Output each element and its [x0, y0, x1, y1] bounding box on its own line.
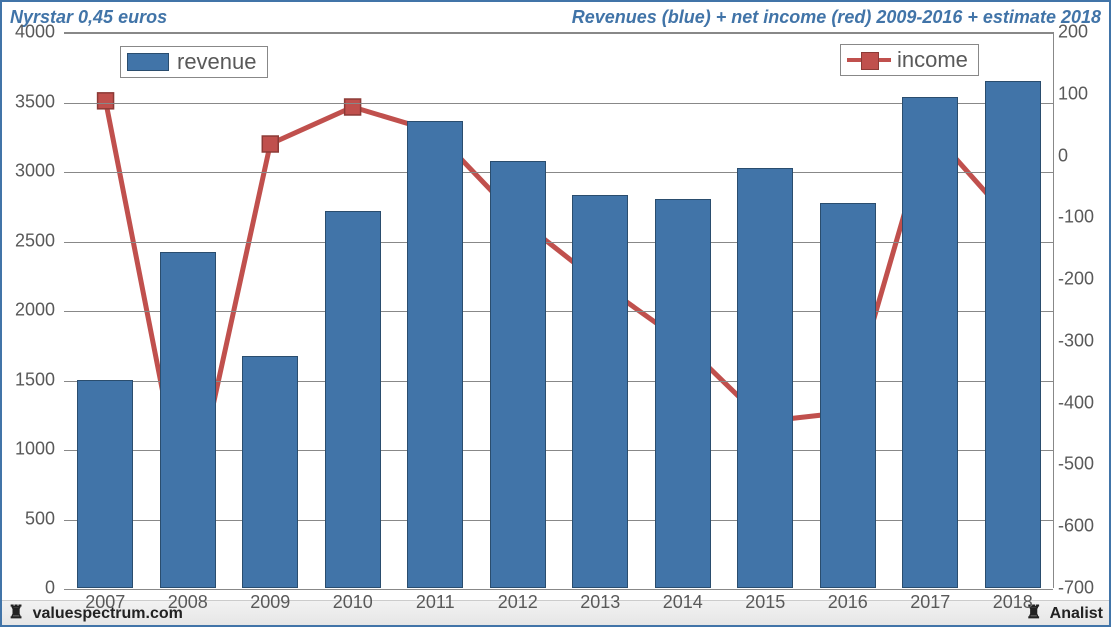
ytick-left: 2500 [5, 230, 55, 251]
ytick-right: -100 [1058, 207, 1108, 228]
ytick-right: -500 [1058, 454, 1108, 475]
ytick-right: -600 [1058, 516, 1108, 537]
plot-area [64, 32, 1054, 588]
revenue-bar [490, 161, 546, 588]
revenue-bar [820, 203, 876, 588]
xtick: 2018 [983, 592, 1043, 613]
xtick: 2011 [405, 592, 465, 613]
header-right: Revenues (blue) + net income (red) 2009-… [572, 7, 1101, 28]
ytick-right: -400 [1058, 392, 1108, 413]
ytick-right: -200 [1058, 269, 1108, 290]
xtick: 2007 [75, 592, 135, 613]
xtick: 2017 [900, 592, 960, 613]
revenue-bar [160, 252, 216, 588]
xtick: 2014 [653, 592, 713, 613]
legend-revenue-swatch [127, 53, 169, 71]
ytick-left: 3000 [5, 161, 55, 182]
rook-icon: ♜ [8, 603, 24, 621]
revenue-bar [407, 121, 463, 588]
xtick: 2015 [735, 592, 795, 613]
legend-income-swatch [847, 48, 891, 72]
xtick: 2012 [488, 592, 548, 613]
revenue-bar [77, 380, 133, 589]
revenue-bar [902, 97, 958, 588]
legend-income: income [840, 44, 979, 76]
ytick-left: 4000 [5, 22, 55, 43]
chart-header: Nyrstar 0,45 euros Revenues (blue) + net… [2, 2, 1109, 30]
chart-container: Nyrstar 0,45 euros Revenues (blue) + net… [0, 0, 1111, 627]
ytick-left: 1000 [5, 439, 55, 460]
ytick-right: 200 [1058, 22, 1108, 43]
gridline [64, 589, 1053, 590]
legend-income-label: income [897, 47, 968, 73]
ytick-left: 1500 [5, 369, 55, 390]
xtick: 2016 [818, 592, 878, 613]
ytick-left: 500 [5, 508, 55, 529]
legend-revenue: revenue [120, 46, 268, 78]
legend-revenue-label: revenue [177, 49, 257, 75]
ytick-right: 0 [1058, 145, 1108, 166]
revenue-bar [325, 211, 381, 588]
ytick-right: 100 [1058, 83, 1108, 104]
ytick-left: 0 [5, 578, 55, 599]
gridline [64, 33, 1053, 34]
xtick: 2008 [158, 592, 218, 613]
ytick-left: 3500 [5, 91, 55, 112]
xtick: 2013 [570, 592, 630, 613]
ytick-right: -300 [1058, 330, 1108, 351]
ytick-left: 2000 [5, 300, 55, 321]
revenue-bar [985, 81, 1041, 588]
xtick: 2010 [323, 592, 383, 613]
ytick-right: -700 [1058, 578, 1108, 599]
footer-right-text: Analist [1050, 605, 1103, 622]
revenue-bar [737, 168, 793, 588]
revenue-bar [655, 199, 711, 588]
revenue-bar [572, 195, 628, 588]
xtick: 2009 [240, 592, 300, 613]
revenue-bar [242, 356, 298, 588]
